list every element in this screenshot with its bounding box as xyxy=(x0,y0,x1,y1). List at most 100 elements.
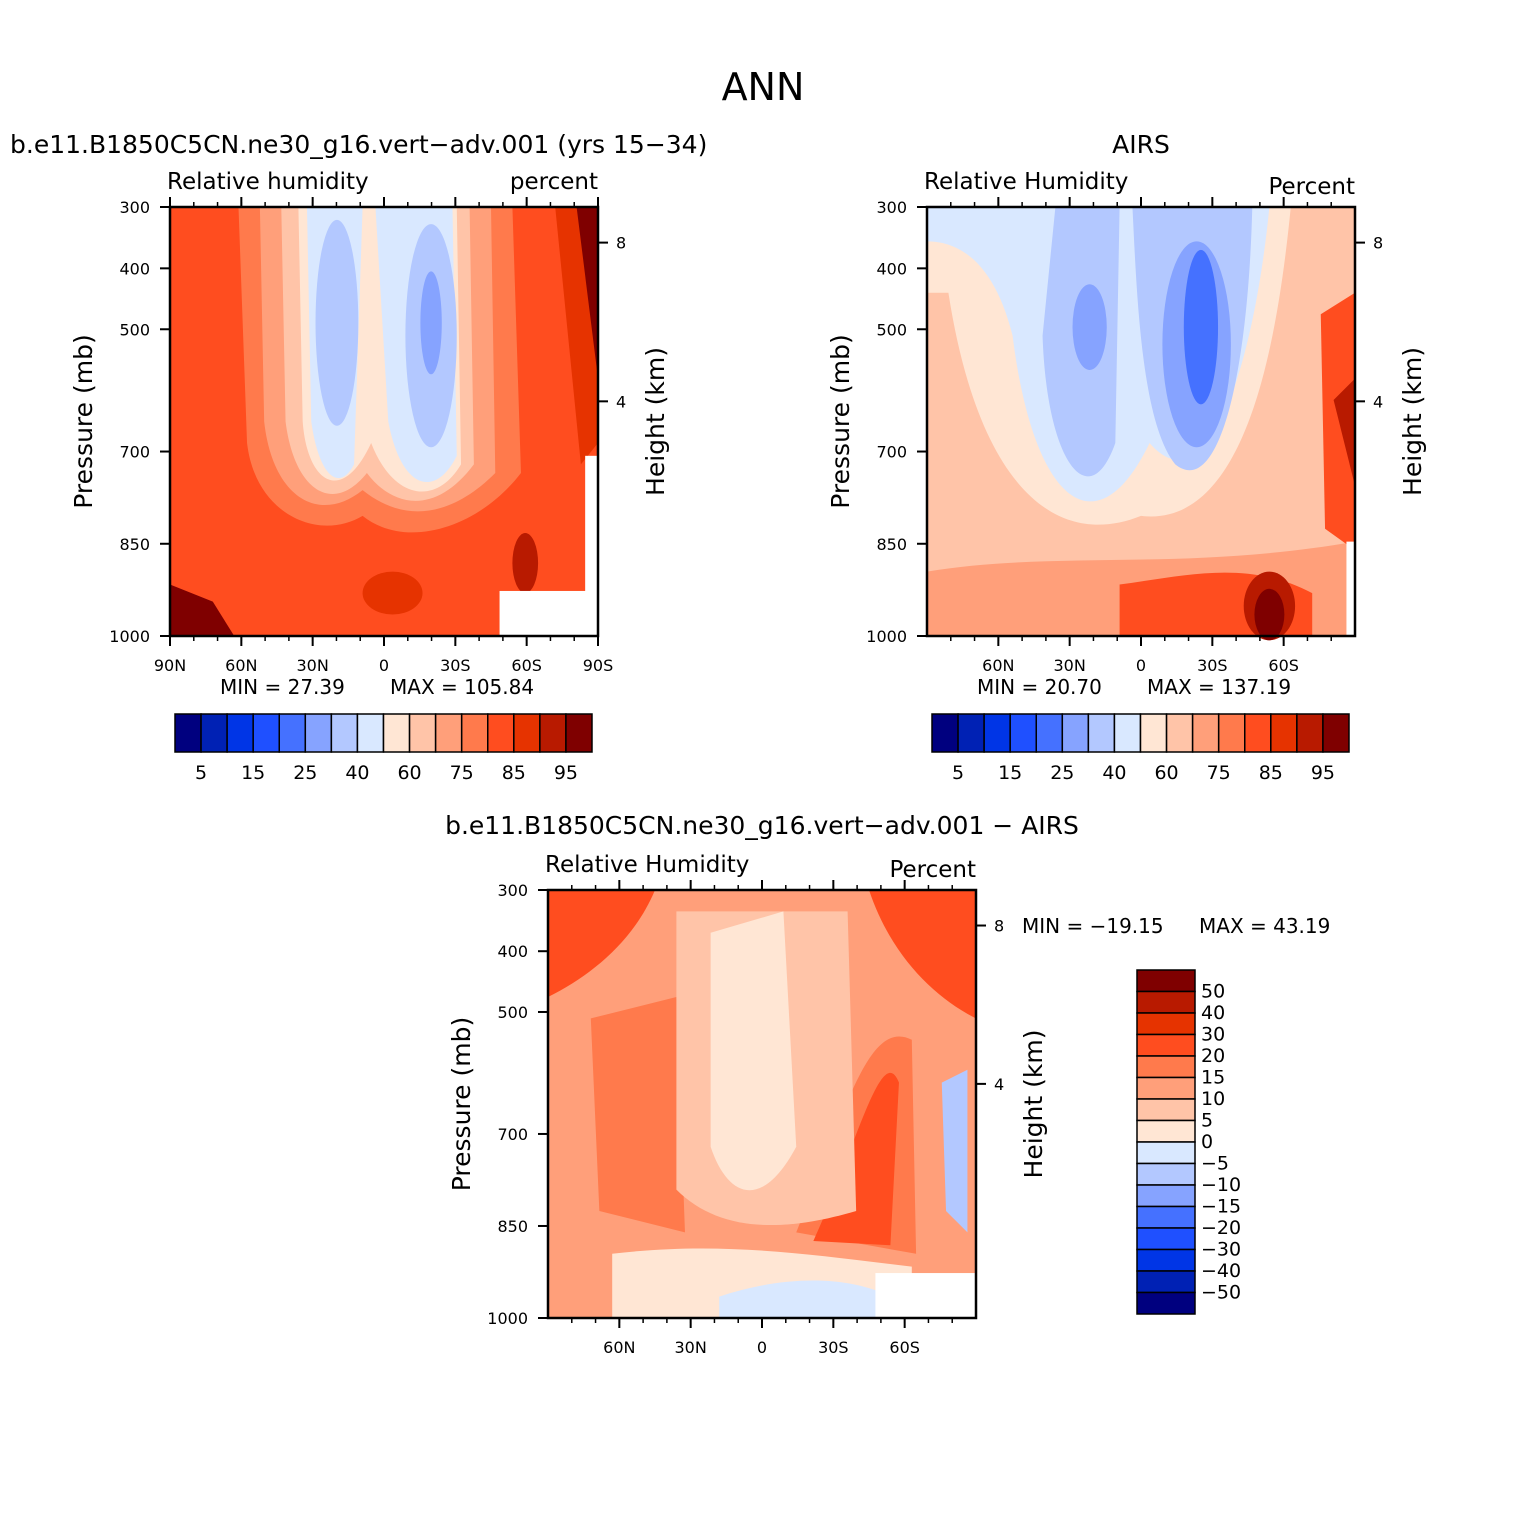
x-tick-label: 30N xyxy=(1054,656,1086,675)
colorbar-swatch xyxy=(1136,1033,1196,1057)
colorbar-swatch xyxy=(1136,1205,1196,1229)
colorbar-label: 5 xyxy=(1201,1110,1213,1132)
y-tick-label: 300 xyxy=(876,198,907,217)
contour-band-95-north xyxy=(170,584,235,636)
colorbar-swatch xyxy=(1113,713,1142,753)
colorbar-label: 95 xyxy=(1311,762,1335,784)
colorbar-label: 5 xyxy=(195,762,207,784)
left-string: Relative humidity xyxy=(167,169,369,195)
colorbar-swatch xyxy=(487,713,515,753)
missing-data-box xyxy=(499,590,598,636)
colorbar-swatch xyxy=(460,713,489,753)
contour-band-80-pole xyxy=(1320,292,1355,551)
colorbar-swatch xyxy=(1270,713,1298,753)
x-tick-label: 30S xyxy=(818,1338,849,1357)
colorbar-swatch xyxy=(1296,713,1324,753)
colorbar-swatch xyxy=(1009,713,1037,753)
min-value-text: MIN = 20.70 xyxy=(977,675,1102,699)
page-title: ANN xyxy=(722,65,805,109)
x-tick-label: 90N xyxy=(154,656,186,675)
y2-tick-label: 4 xyxy=(1373,392,1383,411)
x-tick-label: 60S xyxy=(1268,656,1299,675)
contour-band-85-tropics xyxy=(362,571,423,615)
x-tick-label: 0 xyxy=(379,656,389,675)
colorbar-swatch xyxy=(931,713,959,753)
colorbar-label: 10 xyxy=(1201,1088,1225,1110)
contour-band-90-south xyxy=(512,533,539,594)
colorbar-swatch xyxy=(252,713,280,753)
y-tick-label: 300 xyxy=(119,198,150,217)
right-string: percent xyxy=(510,169,598,195)
colorbar-label: 15 xyxy=(1201,1067,1225,1089)
y-tick-label: 700 xyxy=(119,443,150,462)
contour-band-neg10-pole xyxy=(941,1069,968,1233)
colorbar-swatch xyxy=(1136,969,1196,993)
y-tick-label: 400 xyxy=(119,259,150,278)
panel-title: AIRS xyxy=(1112,130,1170,159)
colorbar-label: −40 xyxy=(1201,1260,1241,1282)
right-string: Percent xyxy=(1268,174,1355,200)
colorbar-swatch xyxy=(513,713,541,753)
panel-model: b.e11.B1850C5CN.ne30_g16.vert−adv.001 (y… xyxy=(10,130,707,784)
contour-band-0 xyxy=(710,911,797,1191)
colorbar-swatch xyxy=(1136,1291,1196,1315)
missing-data-strip xyxy=(585,455,598,636)
left-string: Relative Humidity xyxy=(545,852,749,878)
colorbar-label: −10 xyxy=(1201,1174,1241,1196)
contour-band-95-pole xyxy=(576,207,598,379)
missing-data-strip xyxy=(1346,541,1355,636)
x-tick-label: 60N xyxy=(603,1338,635,1357)
colorbar-swatch xyxy=(1136,1141,1196,1165)
colorbar-swatch xyxy=(174,713,202,753)
y2-tick-label: 8 xyxy=(1373,234,1383,253)
colorbar-swatch xyxy=(983,713,1011,753)
x-tick-label: 60N xyxy=(225,656,257,675)
y-tick-label: 300 xyxy=(497,881,528,900)
colorbar-label: 25 xyxy=(1050,762,1074,784)
x-tick-label: 60N xyxy=(982,656,1014,675)
y-axis-label: Pressure (mb) xyxy=(447,1017,476,1191)
colorbar-label: 60 xyxy=(397,762,421,784)
y-tick-label: 1000 xyxy=(487,1309,528,1328)
x-tick-label: 30N xyxy=(297,656,329,675)
y2-axis-label: Height (km) xyxy=(1398,347,1427,496)
y-tick-label: 700 xyxy=(497,1125,528,1144)
contour-band-15-north xyxy=(590,997,685,1233)
colorbar-swatch xyxy=(1136,1098,1196,1122)
x-tick-label: 0 xyxy=(757,1338,767,1357)
colorbar-label: −20 xyxy=(1201,1217,1241,1239)
colorbar-swatch xyxy=(1136,1055,1196,1079)
x-tick-label: 30N xyxy=(675,1338,707,1357)
colorbar-label: 30 xyxy=(1201,1024,1225,1046)
y-tick-label: 850 xyxy=(876,535,907,554)
colorbar-label: −15 xyxy=(1201,1196,1241,1218)
x-tick-label: 90S xyxy=(583,656,614,675)
x-tick-label: 60S xyxy=(889,1338,920,1357)
left-string: Relative Humidity xyxy=(924,169,1128,195)
y-tick-label: 1000 xyxy=(109,627,150,646)
colorbar-label: 85 xyxy=(1259,762,1283,784)
colorbar-swatch xyxy=(1244,713,1272,753)
colorbar-label: 75 xyxy=(450,762,474,784)
max-value-text: MAX = 43.19 xyxy=(1199,914,1330,938)
colorbar-swatch xyxy=(382,713,411,753)
colorbar-swatch xyxy=(356,713,385,753)
x-tick-label: 30S xyxy=(1197,656,1228,675)
colorbar-swatch xyxy=(1217,713,1246,753)
colorbar-swatch xyxy=(200,713,228,753)
contour-band-30-left xyxy=(1072,284,1107,371)
colorbar-swatch xyxy=(278,713,307,753)
y2-tick-label: 4 xyxy=(616,392,626,411)
colorbar-swatch xyxy=(1322,713,1350,753)
panel-title: b.e11.B1850C5CN.ne30_g16.vert−adv.001 (y… xyxy=(10,130,707,159)
colorbar-swatch xyxy=(1061,713,1090,753)
colorbar-label: 85 xyxy=(502,762,526,784)
colorbar-swatch xyxy=(304,713,333,753)
colorbar-label: −50 xyxy=(1201,1282,1241,1304)
colorbar-swatch xyxy=(226,713,254,753)
colorbar-label: 40 xyxy=(1201,1002,1225,1024)
colorbar-swatch xyxy=(434,713,463,753)
contour-band-25 xyxy=(1183,249,1219,405)
colorbar-swatch xyxy=(1136,1184,1196,1208)
